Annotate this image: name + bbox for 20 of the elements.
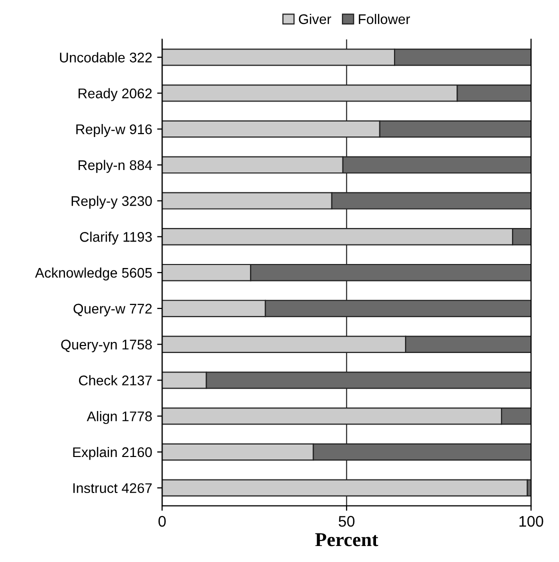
y-tick-label: Query-yn 1758 bbox=[61, 340, 152, 352]
y-tick-label: Ready 2062 bbox=[78, 88, 152, 102]
y-tick-label: Explain 2160 bbox=[73, 446, 152, 460]
bar bbox=[162, 479, 528, 496]
y-tick-label: Query-w 772 bbox=[74, 304, 152, 316]
y-tick-label: Reply-n 884 bbox=[78, 160, 152, 173]
y-tick-label: Reply-y 3230 bbox=[72, 196, 152, 209]
x-tick-label: 50 bbox=[338, 516, 354, 527]
y-tick-label: Reply-w 916 bbox=[76, 124, 152, 137]
x-axis-title: Percent bbox=[315, 533, 378, 546]
y-tick-label: Check 2137 bbox=[78, 375, 152, 386]
legend-label: Giver bbox=[298, 14, 332, 24]
y-tick-label: Clarify 1193 bbox=[80, 232, 152, 245]
x-tick-label: 100 bbox=[519, 516, 544, 527]
y-tick-label: Instruct 4267 bbox=[73, 483, 152, 494]
legend-label: Follower bbox=[358, 14, 410, 24]
y-tick-label: Uncodable 322 bbox=[60, 52, 152, 62]
x-tick-label: 0 bbox=[158, 516, 166, 527]
y-tick-label: Align 1778 bbox=[86, 411, 152, 424]
y-tick-label: Acknowledge 5605 bbox=[35, 268, 152, 280]
